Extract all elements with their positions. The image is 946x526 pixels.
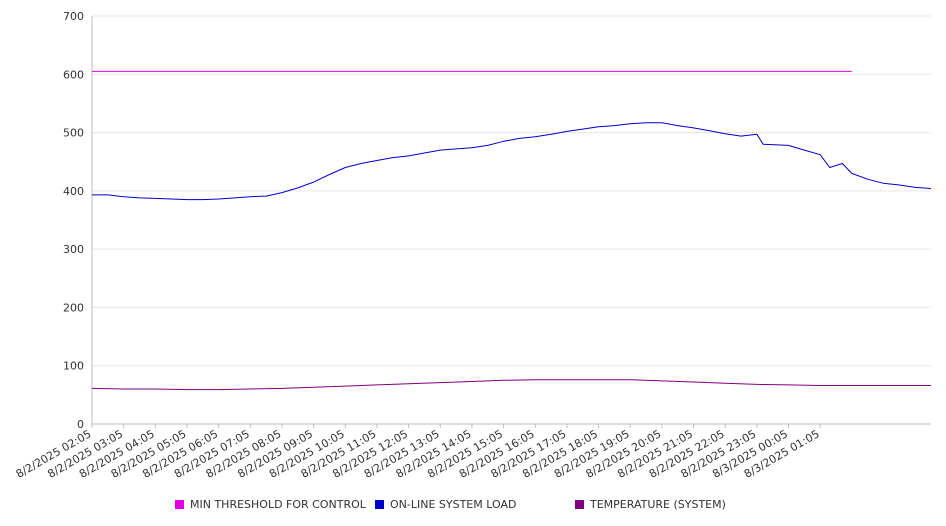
- legend-swatch-min-threshold: [175, 500, 184, 509]
- chart-legend: MIN THRESHOLD FOR CONTROL ON-LINE SYSTEM…: [0, 498, 946, 516]
- y-tick-label-700: 700: [63, 10, 84, 23]
- legend-item-system-load: ON-LINE SYSTEM LOAD: [375, 498, 516, 511]
- series-line-2: [91, 379, 931, 391]
- legend-swatch-system-load: [375, 500, 384, 509]
- legend-item-temperature: TEMPERATURE (SYSTEM): [575, 498, 726, 511]
- y-tick-label-400: 400: [63, 185, 84, 198]
- y-tick-label-300: 300: [63, 243, 84, 256]
- y-tick-label-500: 500: [63, 127, 84, 140]
- legend-item-min-threshold: MIN THRESHOLD FOR CONTROL: [175, 498, 366, 511]
- legend-swatch-temperature: [575, 500, 584, 509]
- legend-label-min-threshold: MIN THRESHOLD FOR CONTROL: [190, 498, 366, 511]
- y-tick-label-600: 600: [63, 68, 84, 81]
- legend-label-temperature: TEMPERATURE (SYSTEM): [590, 498, 726, 511]
- y-tick-label-100: 100: [63, 360, 84, 373]
- series-line-1: [92, 122, 932, 201]
- y-tick-label-200: 200: [63, 301, 84, 314]
- y-tick-label-0: 0: [77, 418, 84, 431]
- legend-label-system-load: ON-LINE SYSTEM LOAD: [390, 498, 517, 511]
